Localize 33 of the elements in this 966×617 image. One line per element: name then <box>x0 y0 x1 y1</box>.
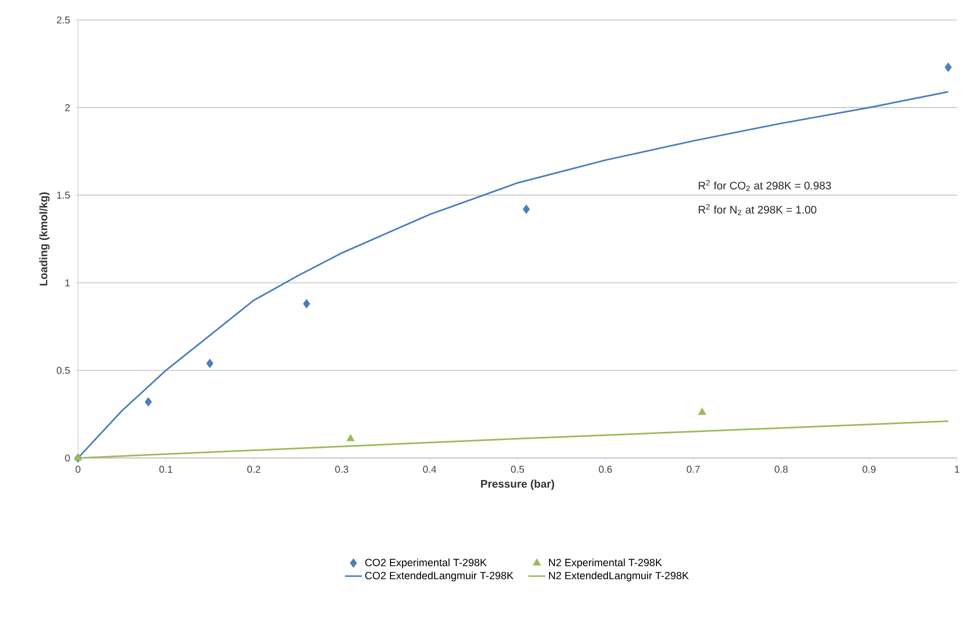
x-axis-title: Pressure (bar) <box>481 480 554 490</box>
point <box>944 62 952 72</box>
x-tick-label: 0.6 <box>598 466 612 473</box>
y-tick-label: 2.5 <box>56 16 70 24</box>
x-tick-label: 0 <box>76 466 80 473</box>
x-tick-label: 0.3 <box>335 466 348 473</box>
point <box>144 397 152 407</box>
legend-label: N2 Experimental T-298K <box>549 558 662 568</box>
legend-label: N2 ExtendedLangmuir T-298K <box>549 572 689 582</box>
x-tick-label: 0.7 <box>686 466 700 473</box>
point <box>698 408 706 415</box>
x-tick-label: 0.2 <box>247 466 260 473</box>
y-axis-title: Loading (kmol/kg) <box>39 192 50 286</box>
y-tick-label: 1.5 <box>57 192 70 199</box>
y-tick-label: 1 <box>65 279 70 286</box>
x-tick-label: 0.8 <box>774 466 788 473</box>
point <box>522 204 530 214</box>
point <box>206 358 214 368</box>
point <box>302 299 310 309</box>
x-tick-label: 0.1 <box>159 466 172 473</box>
y-tick-label: 2 <box>65 104 70 112</box>
x-tick-label: 1 <box>955 466 960 473</box>
legend-label: CO2 Experimental T-298K <box>365 558 487 568</box>
legend-label: CO2 ExtendedLangmuir T-298K <box>365 572 514 582</box>
annotation: R$^{2}$ for N$_{2}$ at 298K = 1.00 <box>698 204 816 216</box>
y-tick-label: 0 <box>65 454 70 462</box>
x-tick-label: 0.5 <box>510 466 524 473</box>
y-tick-label: 0.5 <box>56 366 70 374</box>
point <box>74 453 82 460</box>
x-tick-label: 0.4 <box>423 466 436 473</box>
annotation: R$^{2}$ for CO$_{2}$ at 298K = 0.983 <box>698 180 831 192</box>
x-tick-label: 0.9 <box>862 466 876 473</box>
point <box>346 434 355 442</box>
